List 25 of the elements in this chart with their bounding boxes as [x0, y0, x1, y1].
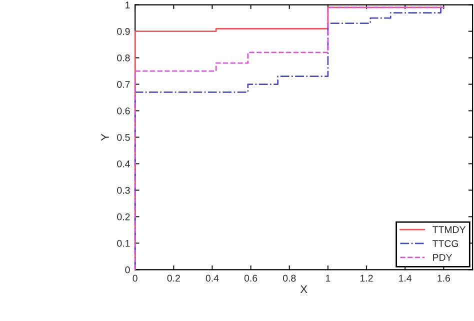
x-tick-label: 1.6: [438, 274, 450, 282]
y-tick-label: 0.1: [117, 240, 130, 247]
x-tick-label: 1.4: [399, 274, 412, 282]
x-tick-label: 0.4: [206, 274, 219, 282]
y-tick-label: 0.8: [117, 54, 130, 62]
y-tick-label: 0.2: [117, 213, 130, 220]
y-tick-label: 0.7: [117, 80, 130, 88]
y-tick-label: 0.9: [117, 28, 130, 35]
x-tick-label: 0.6: [244, 274, 258, 282]
y-tick-label: 0.6: [117, 107, 130, 114]
x-tick-label: 1.2: [360, 274, 373, 282]
legend-label: TTCG: [432, 240, 458, 247]
x-tick-label: 1: [326, 274, 330, 282]
x-tick-label: 0.2: [167, 274, 180, 282]
x-axis-title: X: [300, 285, 308, 294]
legend-label: PDY: [433, 254, 452, 261]
y-tick-label: 0.4: [117, 160, 130, 168]
y-tick-label: 0.5: [117, 134, 130, 141]
y-axis-title: Y: [101, 134, 109, 141]
y-tick-label: 0: [125, 266, 130, 274]
y-tick-label: 0.3: [117, 186, 130, 194]
x-tick-label: 0.8: [282, 274, 296, 282]
legend-label: TTMDY: [432, 226, 466, 233]
x-tick-label: 0: [132, 274, 138, 282]
y-tick-label: 1: [126, 2, 130, 8]
